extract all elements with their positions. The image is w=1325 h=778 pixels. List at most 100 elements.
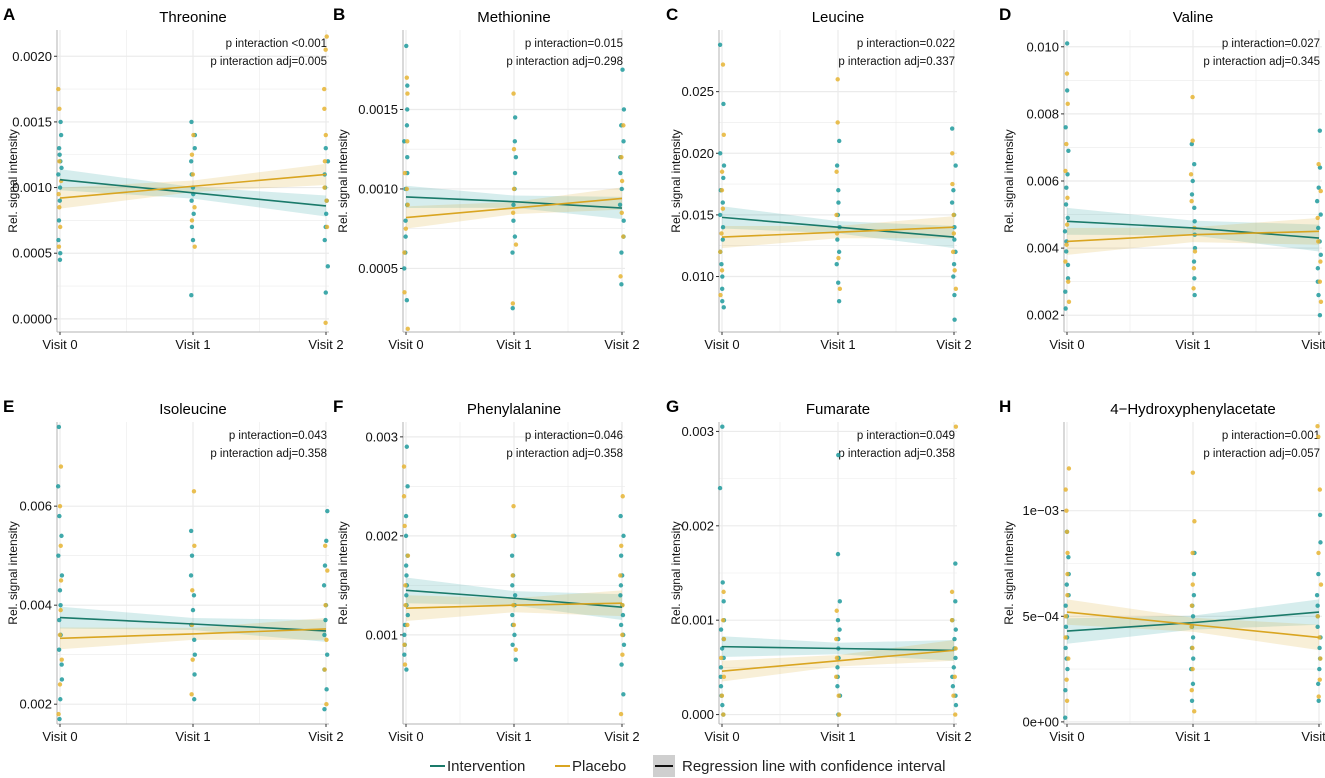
data-point-intervention xyxy=(405,83,410,88)
data-point-intervention xyxy=(58,697,63,702)
legend-placebo-label: Placebo xyxy=(572,758,626,775)
data-point-intervention xyxy=(1316,698,1321,703)
data-point-intervention xyxy=(57,257,63,262)
data-point-intervention xyxy=(1192,205,1197,211)
data-point-placebo xyxy=(57,159,62,164)
data-point-placebo xyxy=(1316,694,1321,699)
y-tick-label: 0.003 xyxy=(365,429,398,444)
data-point-intervention xyxy=(1190,614,1196,619)
data-point-intervention xyxy=(1315,603,1320,608)
data-point-placebo xyxy=(322,667,327,672)
data-point-intervention xyxy=(512,234,518,239)
panel-h: H 4−Hydroxyphenylacetate 0e+00 5e−04 1e−03 Vi… xyxy=(999,397,1325,744)
regression-line-placebo xyxy=(59,628,327,640)
data-point-placebo xyxy=(321,86,327,92)
data-point-intervention xyxy=(59,662,64,667)
gridlines xyxy=(57,422,329,724)
data-point-placebo xyxy=(1315,215,1320,221)
data-point-intervention xyxy=(1317,165,1323,170)
data-point-intervention xyxy=(512,139,518,144)
data-point-placebo xyxy=(56,191,61,197)
data-point-placebo xyxy=(1318,582,1324,587)
data-point-placebo xyxy=(1192,709,1197,714)
data-point-placebo xyxy=(1065,592,1070,598)
y-tick-label: 0.0015 xyxy=(358,102,398,117)
y-tick-label: 0.004 xyxy=(1026,241,1059,256)
data-point-placebo xyxy=(1064,677,1069,682)
data-point-intervention xyxy=(510,305,515,311)
data-point-intervention xyxy=(720,200,725,205)
x-tick-label: Visit 2 xyxy=(1301,729,1325,744)
data-point-placebo xyxy=(402,290,407,295)
data-point-placebo xyxy=(1063,259,1068,264)
data-point-intervention xyxy=(57,588,63,593)
data-point-intervention xyxy=(323,290,328,295)
data-point-intervention xyxy=(512,593,518,598)
data-point-placebo xyxy=(1188,172,1194,177)
data-point-intervention xyxy=(1317,128,1323,133)
data-point-placebo xyxy=(1066,656,1071,661)
data-point-placebo xyxy=(1065,195,1070,200)
data-point-intervention xyxy=(835,617,841,623)
data-point-intervention xyxy=(953,627,958,632)
data-point-intervention xyxy=(511,218,516,223)
x-tick-label: Visit 1 xyxy=(1175,337,1210,352)
data-point-intervention xyxy=(721,305,726,310)
data-point-placebo xyxy=(1190,582,1195,587)
data-point-placebo xyxy=(324,701,329,707)
panel-title: Methionine xyxy=(477,9,550,26)
data-point-intervention xyxy=(1190,635,1196,640)
data-point-placebo xyxy=(720,617,726,623)
data-point-intervention xyxy=(619,186,624,192)
data-point-intervention xyxy=(510,250,515,255)
data-point-intervention xyxy=(57,617,62,623)
data-point-intervention xyxy=(620,67,625,72)
panel-title: Isoleucine xyxy=(159,401,227,418)
data-point-placebo xyxy=(950,181,955,187)
y-tick-label: 0.020 xyxy=(681,146,714,161)
panel-title: 4−Hydroxyphenylacetate xyxy=(1110,401,1276,418)
panel-title: Phenylalanine xyxy=(467,401,561,418)
data-point-intervention xyxy=(1318,540,1323,545)
data-point-intervention xyxy=(618,170,623,176)
data-point-placebo xyxy=(510,573,515,578)
data-point-placebo xyxy=(1066,466,1072,471)
data-point-intervention xyxy=(837,138,842,144)
data-point-placebo xyxy=(323,132,329,138)
panel-letter: F xyxy=(333,397,343,416)
data-point-intervention xyxy=(58,251,63,256)
data-point-placebo xyxy=(1064,242,1069,247)
data-point-intervention xyxy=(720,424,725,429)
data-point-placebo xyxy=(1191,266,1197,271)
data-point-placebo xyxy=(189,152,195,157)
data-point-placebo xyxy=(718,292,723,298)
panel-letter: A xyxy=(3,5,15,24)
data-point-placebo xyxy=(402,250,407,255)
data-point-intervention xyxy=(1066,148,1071,153)
data-point-intervention xyxy=(58,602,63,608)
annotation-line: p interaction adj=0.358 xyxy=(838,448,955,460)
y-tick-label: 0.002 xyxy=(1026,308,1059,323)
data-point-placebo xyxy=(56,244,62,249)
x-tick-label: Visit 1 xyxy=(820,337,855,352)
data-point-intervention xyxy=(720,580,725,585)
regression-line-placebo xyxy=(405,197,623,219)
data-point-placebo xyxy=(190,657,195,662)
annotation-line: p interaction=0.027 xyxy=(1222,38,1320,50)
data-point-intervention xyxy=(189,119,194,125)
data-point-intervention xyxy=(1192,276,1197,281)
data-point-placebo xyxy=(513,647,518,652)
data-point-intervention xyxy=(402,266,407,271)
data-point-intervention xyxy=(953,599,958,604)
x-tick-label: Visit 0 xyxy=(42,729,77,744)
x-tick-label: Visit 0 xyxy=(1049,729,1084,744)
data-point-intervention xyxy=(1314,198,1320,204)
data-point-placebo xyxy=(719,169,725,174)
data-point-placebo xyxy=(1066,279,1071,284)
data-point-placebo xyxy=(1318,188,1323,194)
data-point-placebo xyxy=(721,674,727,680)
data-point-placebo xyxy=(324,34,329,39)
regression-line-intervention xyxy=(59,616,327,632)
data-point-intervention xyxy=(189,553,195,558)
